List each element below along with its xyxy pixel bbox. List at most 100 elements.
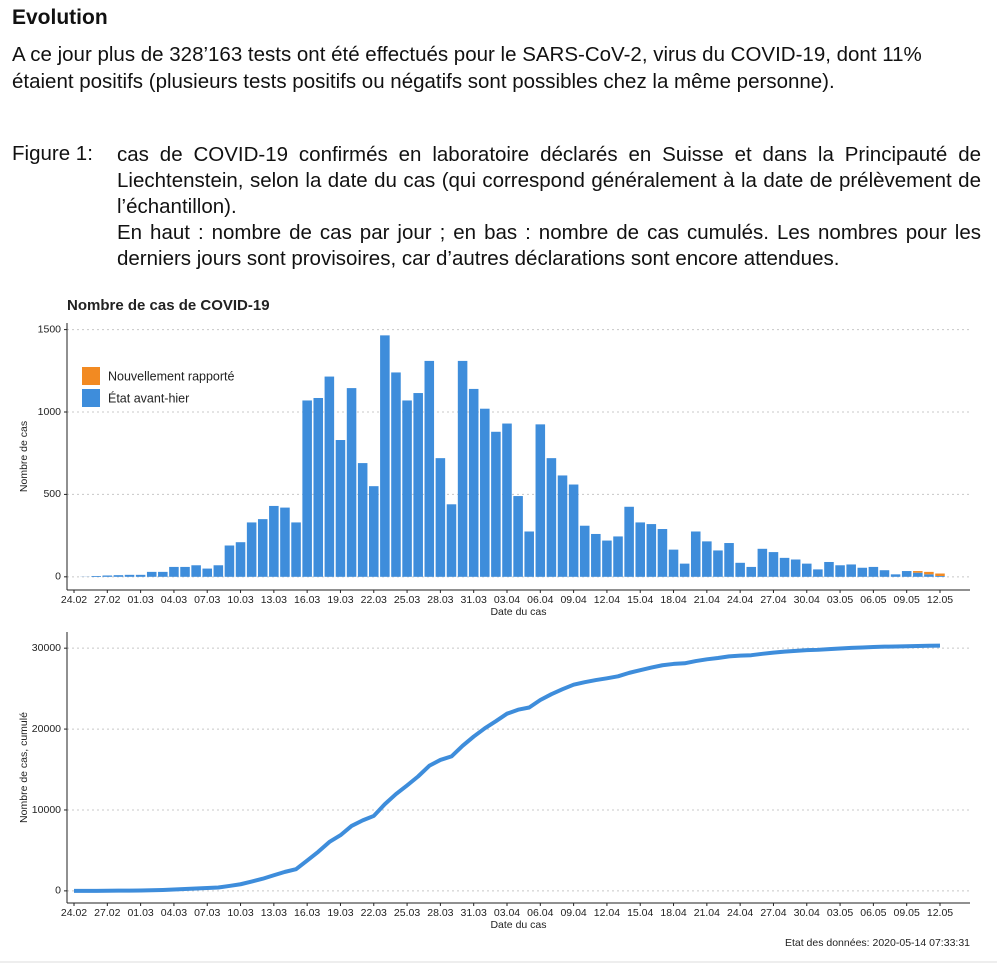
caption-paragraph: cas de COVID-19 confirmés en laboratoire…	[117, 143, 981, 218]
bar	[724, 543, 734, 577]
x-tick-label: 06.05	[860, 907, 886, 919]
x-tick-label: 22.03	[361, 594, 387, 606]
x-tick-label: 27.02	[94, 907, 120, 919]
bar	[324, 376, 335, 577]
x-tick-label: 04.03	[161, 907, 187, 919]
bar	[801, 563, 812, 577]
bar	[613, 536, 623, 577]
bar	[635, 522, 646, 577]
bar	[346, 388, 357, 577]
heading: Evolution	[12, 6, 108, 29]
x-tick-label: 12.04	[594, 594, 620, 606]
x-tick-label: 31.03	[461, 594, 487, 606]
figure-label: Figure 1:	[12, 142, 93, 165]
bar	[224, 545, 235, 577]
y-axis-title: Nombre de cas, cumulé	[18, 712, 30, 823]
bar	[935, 575, 945, 577]
x-tick-label: 03.05	[827, 594, 853, 606]
intro-text: A ce jour plus de 328’163 tests ont été …	[12, 43, 922, 93]
bar	[568, 484, 579, 577]
x-tick-label: 25.03	[394, 594, 420, 606]
x-tick-label: 19.03	[327, 594, 353, 606]
bar	[646, 524, 657, 577]
bar	[679, 563, 690, 577]
x-tick-label: 18.04	[660, 907, 686, 919]
x-tick-label: 03.04	[494, 594, 520, 606]
x-tick-label: 30.04	[794, 594, 820, 606]
bar	[690, 531, 701, 577]
bar	[779, 557, 790, 577]
x-tick-label: 16.03	[294, 907, 320, 919]
legend-swatch	[82, 389, 100, 407]
x-tick-label: 24.04	[727, 907, 753, 919]
bar	[702, 541, 712, 577]
x-tick-label: 09.04	[560, 907, 586, 919]
legend-label: État avant-hier	[108, 390, 189, 405]
x-tick-label: 30.04	[794, 907, 820, 919]
bar	[591, 533, 601, 577]
chart-title: Nombre de cas de COVID-19	[67, 297, 270, 314]
legend-label: Nouvellement rapporté	[108, 369, 235, 383]
y-tick-label: 0	[55, 571, 61, 583]
bar	[557, 475, 568, 577]
bar	[468, 388, 479, 577]
bar	[890, 574, 901, 577]
bar	[846, 564, 856, 577]
x-tick-label: 15.04	[627, 594, 653, 606]
bar	[135, 574, 146, 577]
bar	[424, 360, 435, 577]
x-tick-label: 06.04	[527, 907, 553, 919]
bar	[169, 566, 179, 577]
bar	[446, 504, 457, 577]
x-tick-label: 03.04	[494, 907, 520, 919]
x-tick-label: 28.03	[427, 594, 453, 606]
x-tick-label: 18.04	[660, 594, 686, 606]
bar	[368, 486, 379, 577]
y-tick-label: 30000	[32, 642, 61, 654]
x-tick-label: 25.03	[394, 907, 420, 919]
bar	[579, 525, 590, 577]
x-tick-label: 03.05	[827, 907, 853, 919]
x-tick-label: 24.04	[727, 594, 753, 606]
bar	[924, 574, 934, 577]
bar	[524, 531, 534, 577]
bar	[380, 335, 390, 577]
bar	[735, 562, 745, 577]
footer: Etat des données: 2020-05-14 07:33:31	[785, 937, 970, 949]
x-tick-label: 09.04	[560, 594, 586, 606]
figure-caption: cas de COVID-19 confirmés en laboratoire…	[117, 142, 981, 272]
x-tick-label: 15.04	[627, 907, 653, 919]
bar	[624, 506, 634, 577]
y-tick-label: 0	[55, 885, 61, 897]
bar	[202, 568, 213, 577]
x-tick-label: 12.05	[927, 594, 953, 606]
x-tick-label: 13.03	[261, 907, 287, 919]
bar	[313, 397, 324, 577]
bar	[180, 566, 190, 577]
x-tick-label: 01.03	[127, 907, 153, 919]
x-tick-label: 10.03	[227, 594, 253, 606]
x-tick-label: 22.03	[361, 907, 387, 919]
x-tick-label: 07.03	[194, 907, 220, 919]
bar	[457, 360, 468, 577]
bar	[269, 505, 279, 577]
bar	[824, 561, 834, 577]
bar	[291, 522, 301, 577]
bar	[357, 463, 368, 577]
bar	[246, 522, 257, 577]
bar	[746, 566, 757, 577]
x-tick-label: 27.02	[94, 594, 120, 606]
bar	[790, 559, 801, 577]
x-tick-label: 06.04	[527, 594, 553, 606]
bar	[879, 570, 890, 577]
x-tick-label: 04.03	[161, 594, 187, 606]
x-tick-label: 16.03	[294, 594, 320, 606]
bar	[480, 408, 490, 577]
x-tick-label: 24.02	[61, 594, 87, 606]
x-tick-label: 06.05	[860, 594, 886, 606]
bar	[413, 393, 423, 577]
bar	[435, 458, 446, 577]
bar	[191, 565, 201, 577]
